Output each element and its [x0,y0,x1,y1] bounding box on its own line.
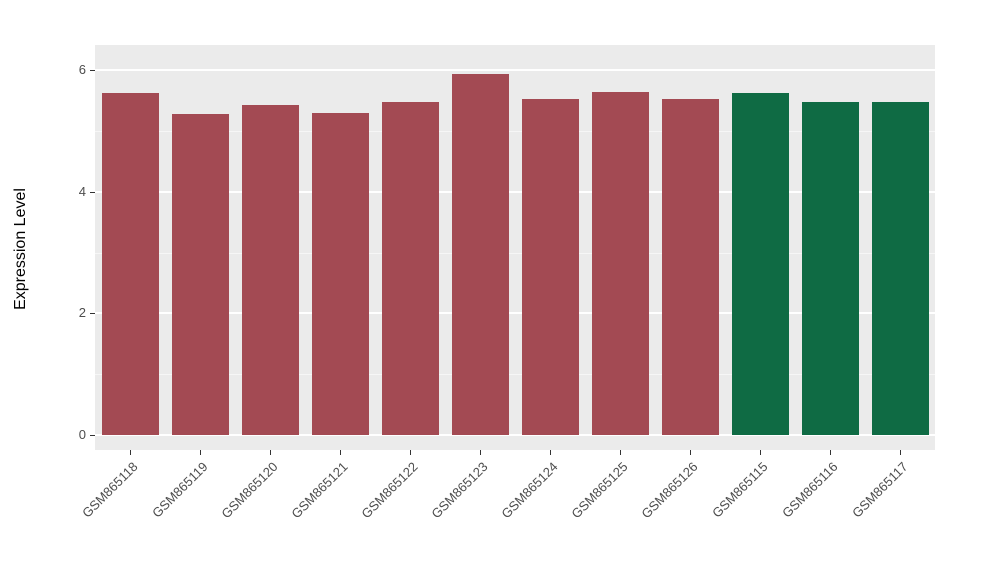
x-tick-mark [480,450,481,455]
y-tick-label: 2 [78,305,86,321]
gridline-minor [95,252,935,254]
y-tick-mark [90,191,95,193]
y-tick-mark [90,435,95,436]
y-tick-label: 0 [78,427,86,442]
x-tick-mark [130,450,131,455]
bar-GSM865121 [312,112,369,435]
bar-GSM865120 [242,104,299,435]
gridline-major [95,434,935,436]
bar-GSM865125 [592,91,649,435]
gridline-major [95,69,935,71]
y-tick-mark [90,313,95,315]
bar-GSM865119 [172,113,229,435]
bar-GSM865126 [662,99,719,435]
bar-GSM865117 [872,102,929,435]
y-tick-label: 6 [78,62,86,77]
bar-GSM865122 [382,102,439,435]
x-tick-mark [200,450,201,455]
gridline-major [95,190,935,193]
bar-GSM865118 [102,93,159,435]
gridline-minor [95,130,935,132]
plot-panel [95,45,935,450]
bar-GSM865123 [452,74,509,435]
bar-GSM865116 [802,101,859,435]
y-tick-mark [90,70,95,71]
y-tick-label: 4 [78,183,86,199]
gridline-minor [95,374,935,376]
x-tick-mark [340,450,341,455]
x-tick-mark [270,450,271,455]
y-axis-title: Expression Level [12,188,29,310]
bar-GSM865115 [732,92,789,435]
x-tick-mark [550,450,551,455]
x-tick-mark [690,450,691,455]
x-tick-mark [410,450,411,455]
x-tick-mark [830,450,831,455]
gridline-major [95,312,935,315]
x-tick-mark [900,450,901,455]
x-tick-mark [760,450,761,455]
bar-GSM865124 [522,99,579,435]
x-tick-label: GSM865117 [770,459,911,521]
x-tick-mark [620,450,621,455]
x-tick-label-text: GSM865117 [849,459,911,521]
